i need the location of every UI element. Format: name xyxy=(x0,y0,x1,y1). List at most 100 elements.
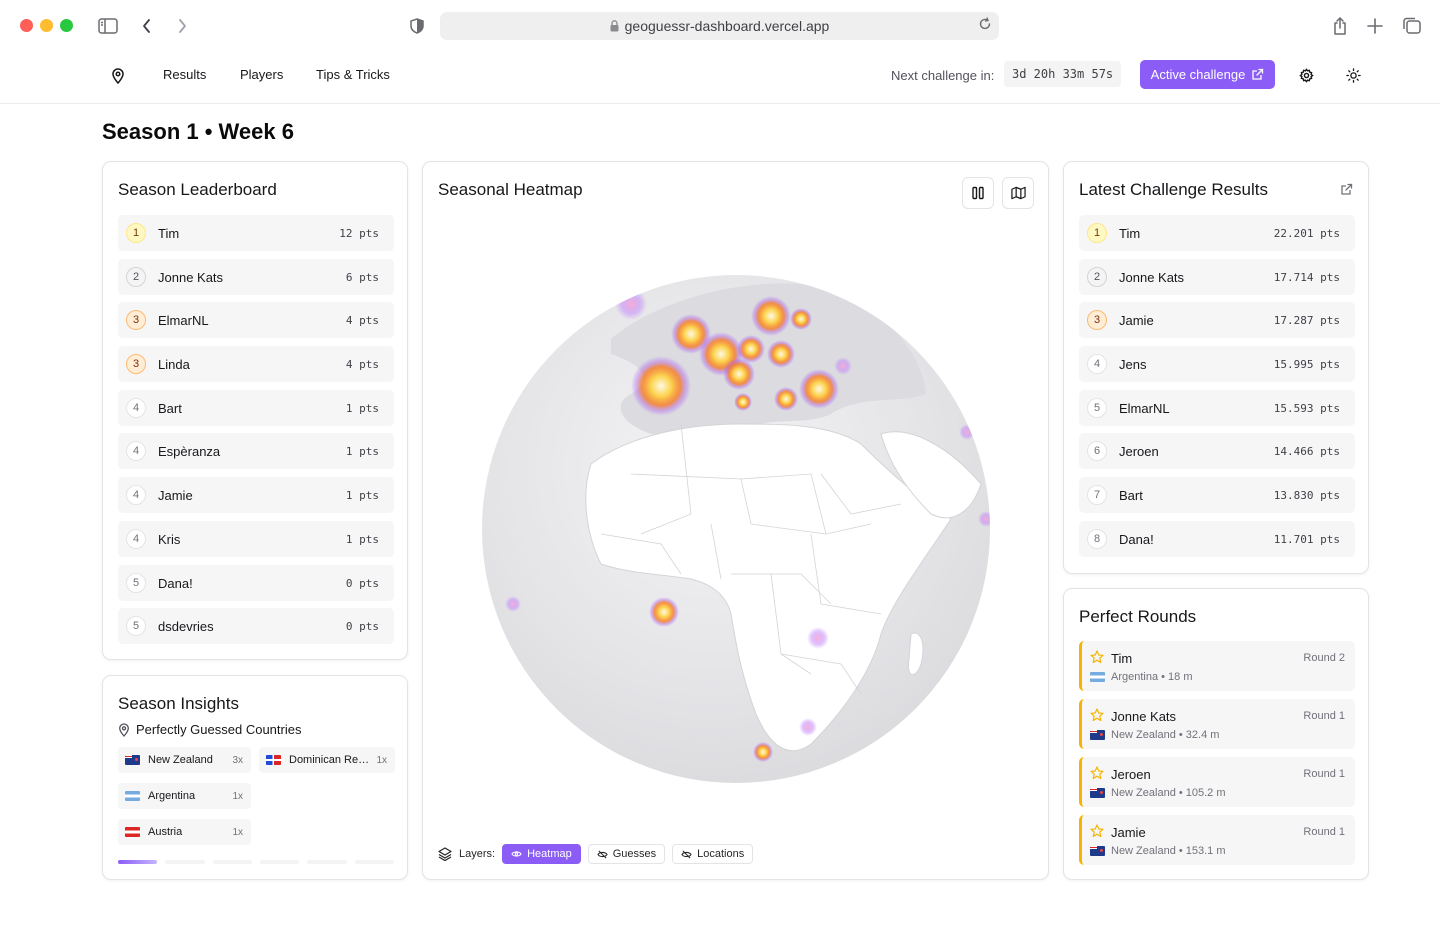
seasonal-heatmap-title: Seasonal Heatmap xyxy=(438,180,583,199)
country-count: 1x xyxy=(232,826,243,838)
nav-link-results[interactable]: Results xyxy=(163,67,207,82)
player-name: Dana! xyxy=(158,575,193,591)
country-chip-argentina[interactable]: Argentina 1x xyxy=(118,783,251,809)
layer-toggle-locations[interactable]: Locations xyxy=(672,844,754,864)
eye-off-icon xyxy=(597,849,608,859)
perfect-round-item[interactable]: Tim Round 2 Argentina • 18 m xyxy=(1079,641,1355,691)
eye-off-icon xyxy=(681,849,692,859)
external-link-icon xyxy=(1251,68,1264,81)
sidebar-toggle-icon[interactable] xyxy=(96,14,120,38)
player-name: Jonne Kats xyxy=(158,269,224,285)
zoom-window-button[interactable] xyxy=(60,19,73,32)
heat-spot xyxy=(767,340,795,368)
pager-dot[interactable] xyxy=(118,860,158,864)
season-leaderboard-title: Season Leaderboard xyxy=(118,180,277,199)
heat-spot xyxy=(649,597,679,627)
url-text: geoguessr-dashboard.vercel.app xyxy=(624,18,830,34)
address-bar[interactable]: geoguessr-dashboard.vercel.app xyxy=(440,12,999,40)
season-leaderboard-list[interactable]: 1 Tim 12 pts 2 Jonne Kats 6 pts 3 ElmarNL 4 pt… xyxy=(118,215,394,652)
share-icon[interactable] xyxy=(1328,14,1352,38)
perfect-round-item[interactable]: Jeroen Round 1 New Zealand • 105.2 m xyxy=(1079,757,1355,807)
leaderboard-row: 4 Espèranza 1 pts xyxy=(118,433,394,470)
perfect-countries-label: Perfectly Guessed Countries xyxy=(136,722,302,737)
pager-dot[interactable] xyxy=(212,860,252,864)
latest-results-list[interactable]: 1 Tim 22.201 pts 2 Jonne Kats 17.714 pts 3 Ja… xyxy=(1079,215,1355,565)
layer-toggle-guesses[interactable]: Guesses xyxy=(587,844,666,864)
browser-toolbar: geoguessr-dashboard.vercel.app xyxy=(0,0,1440,52)
perfect-round-item[interactable]: Jamie Round 1 New Zealand • 153.1 m xyxy=(1079,815,1355,865)
map-view-button[interactable] xyxy=(1002,177,1034,209)
leaderboard-row: 3 Linda 4 pts xyxy=(118,346,394,383)
insights-pager[interactable] xyxy=(118,860,394,864)
reload-icon[interactable] xyxy=(977,16,993,32)
pager-dot[interactable] xyxy=(307,860,347,864)
heat-spot xyxy=(737,335,765,363)
country-chip-new-zealand[interactable]: New Zealand 3x xyxy=(118,747,251,773)
result-row: 1 Tim 22.201 pts xyxy=(1079,215,1355,251)
heat-spot xyxy=(834,357,852,375)
result-row: 6 Jeroen 14.466 pts xyxy=(1079,433,1355,470)
result-row: 8 Dana! 11.701 pts xyxy=(1079,520,1355,557)
layer-toggle-heatmap[interactable]: Heatmap xyxy=(502,844,581,864)
dominican-republic-flag-icon xyxy=(266,755,281,765)
heatmap-globe[interactable] xyxy=(481,274,991,784)
theme-sun-icon[interactable] xyxy=(1343,65,1363,85)
player-points: 1 pts xyxy=(345,532,379,546)
new-zealand-flag-icon xyxy=(1090,730,1105,740)
open-external-icon[interactable] xyxy=(1340,183,1353,196)
argentina-flag-icon xyxy=(1090,672,1105,682)
player-points: 13.830 pts xyxy=(1273,489,1340,503)
privacy-shield-icon[interactable] xyxy=(405,14,429,38)
heat-spot xyxy=(790,308,812,330)
layers-icon xyxy=(438,847,452,861)
rank-badge: 1 xyxy=(1087,223,1107,243)
rank-badge: 2 xyxy=(126,266,146,287)
minimize-window-button[interactable] xyxy=(40,19,53,32)
player-points: 4 pts xyxy=(345,314,379,328)
perfect-round-item[interactable]: Jonne Kats Round 1 New Zealand • 32.4 m xyxy=(1079,699,1355,749)
star-icon xyxy=(1090,708,1104,727)
map-pin-logo-icon[interactable] xyxy=(108,66,128,86)
countdown-label: Next challenge in: xyxy=(891,68,995,83)
rank-badge: 4 xyxy=(1087,354,1107,375)
settings-gear-icon[interactable] xyxy=(1296,65,1316,85)
round-label: Round 1 xyxy=(1303,768,1345,780)
columns-view-button[interactable] xyxy=(962,177,994,209)
result-row: 4 Jens 15.995 pts xyxy=(1079,346,1355,383)
pager-dot[interactable] xyxy=(165,860,205,864)
page-title: Season 1 • Week 6 xyxy=(102,119,294,144)
active-challenge-button[interactable]: Active challenge xyxy=(1140,60,1275,89)
back-arrow-icon[interactable] xyxy=(135,14,159,38)
country-chip-dominican-republic[interactable]: Dominican Re… 1x xyxy=(259,747,395,773)
result-row: 2 Jonne Kats 17.714 pts xyxy=(1079,258,1355,295)
heat-spot xyxy=(799,718,817,736)
perfect-rounds-title: Perfect Rounds xyxy=(1079,607,1197,626)
nav-link-players[interactable]: Players xyxy=(240,67,284,82)
player-name: dsdevries xyxy=(158,619,214,635)
pager-dot[interactable] xyxy=(354,860,394,864)
close-window-button[interactable] xyxy=(20,19,33,32)
player-name: Jeroen xyxy=(1119,444,1159,460)
heat-spot xyxy=(807,627,829,649)
nav-link-tips-tricks[interactable]: Tips & Tricks xyxy=(316,67,390,82)
rank-badge: 2 xyxy=(1087,266,1107,287)
heat-spot xyxy=(723,358,755,390)
round-label: Round 1 xyxy=(1303,826,1345,838)
madagascar-landmass xyxy=(907,632,924,676)
player-name: Jamie xyxy=(158,488,193,504)
player-points: 1 pts xyxy=(345,445,379,459)
country-chip-austria[interactable]: Austria 1x xyxy=(118,819,251,845)
new-tab-plus-icon[interactable] xyxy=(1363,14,1387,38)
player-points: 12 pts xyxy=(339,227,379,240)
tab-overview-icon[interactable] xyxy=(1400,14,1424,38)
forward-arrow-icon[interactable] xyxy=(170,14,194,38)
star-icon xyxy=(1090,766,1104,785)
pager-dot[interactable] xyxy=(259,860,300,864)
perfect-rounds-card: Perfect Rounds Tim Round 2 Argentina • 1… xyxy=(1063,588,1369,880)
new-zealand-flag-icon xyxy=(125,755,140,765)
heat-spot xyxy=(959,424,975,440)
player-name: Jonne Kats xyxy=(1111,709,1177,724)
player-points: 0 pts xyxy=(345,620,379,634)
latest-challenge-results-card: Latest Challenge Results 1 Tim 22.201 pts … xyxy=(1063,161,1369,574)
layer-label: Guesses xyxy=(612,848,657,860)
